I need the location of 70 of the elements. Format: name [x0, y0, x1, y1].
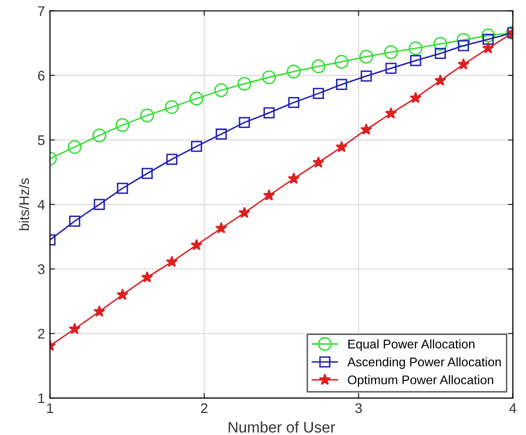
point — [410, 92, 422, 104]
point — [166, 256, 178, 268]
x-tick-label: 2 — [201, 403, 208, 413]
point — [92, 128, 106, 142]
point — [408, 41, 423, 56]
point — [190, 238, 203, 250]
point — [116, 118, 130, 132]
y-tick-label: 6 — [38, 70, 44, 81]
point — [94, 198, 105, 210]
point — [288, 172, 300, 184]
x-axis-title: Number of User — [228, 421, 336, 433]
point — [214, 83, 228, 98]
point — [458, 40, 470, 52]
point — [458, 58, 470, 70]
point — [434, 74, 446, 86]
point — [164, 100, 179, 114]
point — [142, 168, 153, 180]
point — [384, 107, 397, 119]
point — [190, 140, 202, 152]
legend-label: Optimum Power Allocation — [348, 375, 494, 387]
y-tick-label: 2 — [38, 328, 44, 339]
point — [384, 45, 398, 60]
point — [360, 123, 372, 135]
point — [262, 70, 276, 84]
point — [433, 36, 448, 51]
y-axis-title: bits/Hz/s — [18, 178, 30, 230]
point — [359, 50, 374, 64]
point — [190, 92, 204, 106]
point — [385, 62, 397, 74]
point — [68, 140, 82, 154]
point — [93, 305, 106, 317]
point — [166, 154, 178, 165]
point — [68, 322, 81, 334]
point — [312, 88, 324, 100]
point — [482, 42, 494, 54]
point — [237, 76, 252, 91]
y-tick-label: 1 — [38, 394, 44, 404]
point — [481, 28, 496, 42]
point — [311, 59, 326, 74]
point — [336, 140, 348, 152]
point — [116, 182, 128, 194]
point — [141, 271, 154, 283]
point — [263, 189, 276, 201]
point — [336, 78, 348, 90]
point — [334, 54, 349, 69]
y-tick-label: 5 — [38, 135, 45, 146]
point — [286, 64, 301, 78]
y-tick-label: 4 — [38, 200, 45, 210]
y-tick-label: 3 — [38, 264, 44, 274]
point — [69, 216, 80, 227]
y-tick-label: 7 — [38, 6, 44, 16]
point — [288, 96, 300, 108]
point — [312, 156, 324, 168]
x-tick-label: 3 — [355, 403, 362, 414]
point — [482, 34, 494, 45]
point — [434, 48, 446, 60]
point — [456, 32, 470, 47]
point — [215, 222, 228, 234]
point — [264, 107, 275, 118]
point — [216, 128, 227, 140]
point — [410, 55, 422, 66]
point — [140, 108, 154, 122]
x-tick-label: 4 — [509, 403, 516, 413]
point — [238, 206, 250, 218]
point — [360, 70, 372, 82]
legend-label: Ascending Power Allocation — [347, 357, 501, 369]
point — [238, 116, 250, 128]
legend-label: Equal Power Allocation — [348, 339, 474, 351]
point — [116, 288, 128, 300]
x-tick-label: 1 — [47, 403, 54, 413]
